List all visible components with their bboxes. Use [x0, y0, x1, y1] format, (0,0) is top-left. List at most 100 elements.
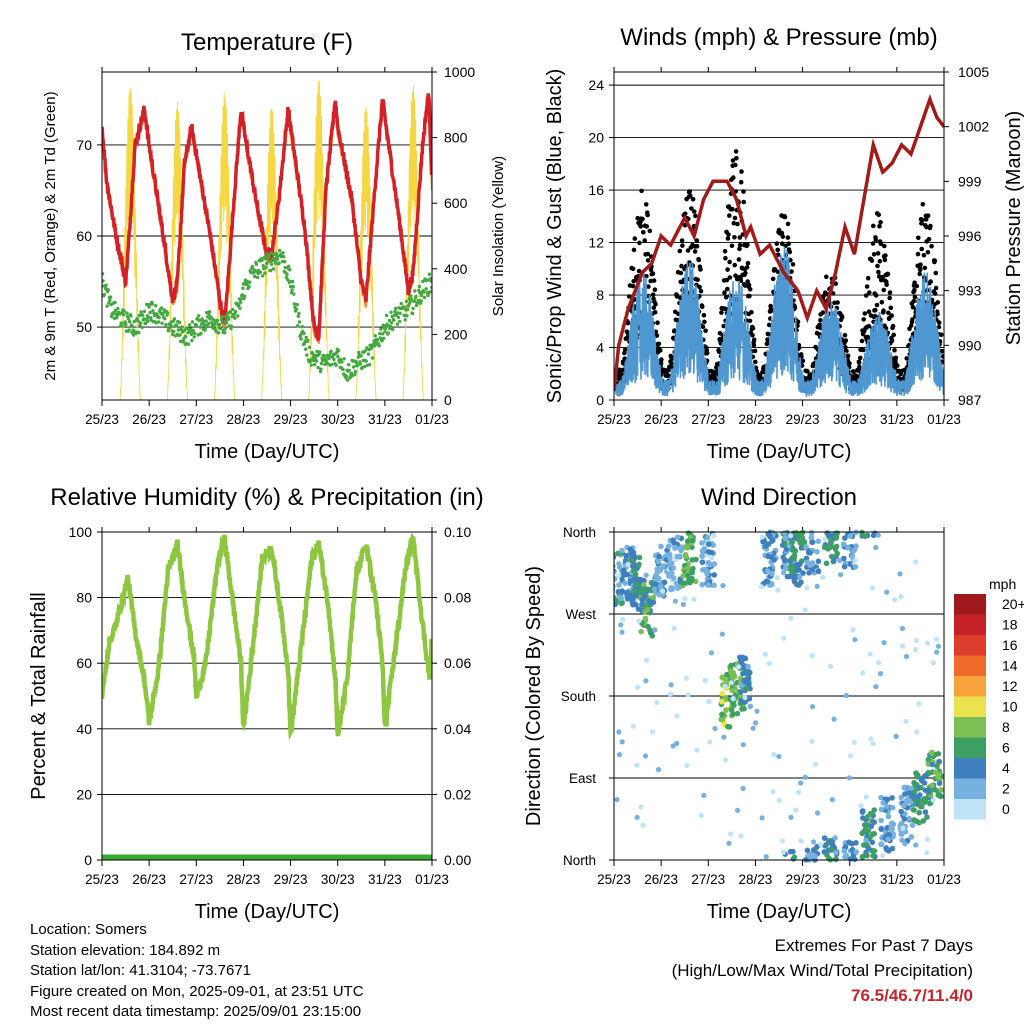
wind-direction-point	[869, 585, 876, 591]
wind-direction-point	[668, 561, 675, 567]
humidity-xlabel: Time (Day/UTC)	[195, 901, 340, 923]
wind-direction-point	[843, 692, 849, 699]
gust-point	[650, 292, 656, 298]
wind-direction-point	[699, 553, 705, 559]
gust-point	[839, 315, 845, 320]
winds-panel: Winds (mph) & Pressure (mb) Time (Day/UTC…	[544, 24, 1024, 463]
colorbar-swatch	[954, 614, 986, 635]
gust-point	[652, 287, 658, 293]
gust-point	[732, 235, 737, 240]
wind-direction-point	[638, 804, 644, 810]
wind-direction-point	[832, 856, 839, 863]
temperature-frame	[101, 71, 433, 401]
gust-point	[796, 345, 802, 350]
dewpoint-point	[336, 349, 341, 353]
dewpoint-point	[136, 319, 140, 323]
colorbar-label: 4	[1002, 760, 1010, 776]
wind-direction-point	[828, 663, 834, 670]
dewpoint-point	[267, 254, 271, 258]
wind-direction-point	[630, 723, 636, 729]
dewpoint-point	[409, 297, 414, 301]
wind-direction-point	[815, 538, 822, 544]
temp-ytick-label: 50	[76, 319, 92, 335]
gust-point	[935, 300, 941, 305]
dewpoint-point	[307, 345, 312, 349]
gust-point	[933, 285, 939, 291]
wind-direction-point	[851, 856, 858, 863]
wind-direction-point	[871, 848, 878, 854]
wind-direction-point	[814, 810, 821, 816]
gust-point	[645, 251, 651, 257]
wind-direction-point	[674, 534, 681, 540]
dewpoint-point	[241, 286, 245, 290]
wind-direction-point	[889, 820, 895, 827]
wind-direction-point	[672, 544, 678, 551]
wind-direction-point	[902, 841, 908, 847]
dewpoint-point	[151, 309, 155, 313]
wind-direction-point	[928, 750, 935, 756]
wind-direction-point	[656, 592, 663, 598]
wind-direction-point	[729, 687, 736, 694]
wind-direction-point	[618, 595, 625, 602]
wind-direction-point	[614, 601, 619, 608]
dewpoint-point	[291, 284, 295, 289]
wind-direction-point	[867, 651, 873, 657]
dewpoint-point	[204, 319, 208, 323]
wind-direction-xtick-label: 25/23	[597, 872, 631, 887]
wind-direction-point	[901, 784, 908, 791]
gust-point	[733, 149, 739, 154]
gust-point	[745, 260, 751, 266]
data-timestamp: Most recent data timestamp: 2025/09/01 2…	[30, 1003, 362, 1020]
colorbar-swatch	[954, 737, 986, 758]
dewpoint-point	[334, 363, 338, 367]
winds-xtick-label: 31/23	[880, 412, 914, 427]
gust-point	[640, 216, 645, 222]
wind-direction-point	[667, 555, 673, 561]
wind-direction-point	[930, 797, 936, 803]
dewpoint-point	[356, 363, 360, 368]
gust-point	[651, 278, 657, 283]
dewpoint-point	[108, 295, 113, 299]
gust-point	[879, 299, 885, 305]
wind-direction-point	[614, 563, 616, 569]
wind-direction-point	[903, 653, 910, 660]
dewpoint-point	[411, 306, 415, 311]
wind-direction-point	[900, 643, 906, 649]
dewpoint-point	[283, 260, 287, 264]
gust-point	[695, 277, 700, 283]
wind-direction-point	[685, 692, 691, 698]
dewpoint-point	[277, 248, 282, 253]
wind-direction-point	[720, 583, 726, 589]
wind-direction-point	[873, 684, 879, 690]
temperature-xtick-label: 01/23	[415, 412, 449, 427]
wind-direction-point	[862, 533, 868, 539]
gust-point	[824, 274, 829, 280]
wind-direction-point	[809, 704, 816, 710]
wind-ytick-label: 8	[596, 287, 604, 303]
station-elevation: Station elevation: 184.892 m	[30, 941, 221, 959]
wind-direction-point	[766, 532, 772, 538]
dewpoint-point	[193, 331, 197, 336]
gust-point	[685, 248, 691, 253]
precip-ytick-label: 0.00	[444, 852, 471, 868]
dewpoint-point	[116, 306, 120, 311]
gust-point	[630, 266, 636, 272]
gust-point	[737, 246, 742, 252]
humidity-xtick-label: 31/23	[368, 872, 402, 887]
dewpoint-point	[145, 302, 149, 307]
wind-direction-point	[685, 572, 691, 579]
wind-direction-point	[860, 670, 866, 676]
wind-direction-point	[832, 546, 839, 552]
temperature-xtick-label: 29/23	[274, 412, 308, 427]
dewpoint-point	[261, 274, 265, 278]
dewpoint-point	[274, 261, 278, 265]
winds-frame	[613, 71, 945, 401]
wind-direction-frame	[613, 531, 945, 861]
gust-point	[893, 355, 899, 361]
wind-direction-point	[889, 795, 895, 801]
wind-direction-point	[779, 838, 786, 844]
wind-direction-point	[919, 803, 925, 810]
wind-direction-point	[631, 576, 637, 583]
wind-direction-point	[893, 733, 899, 740]
wind-direction-point	[797, 574, 803, 580]
